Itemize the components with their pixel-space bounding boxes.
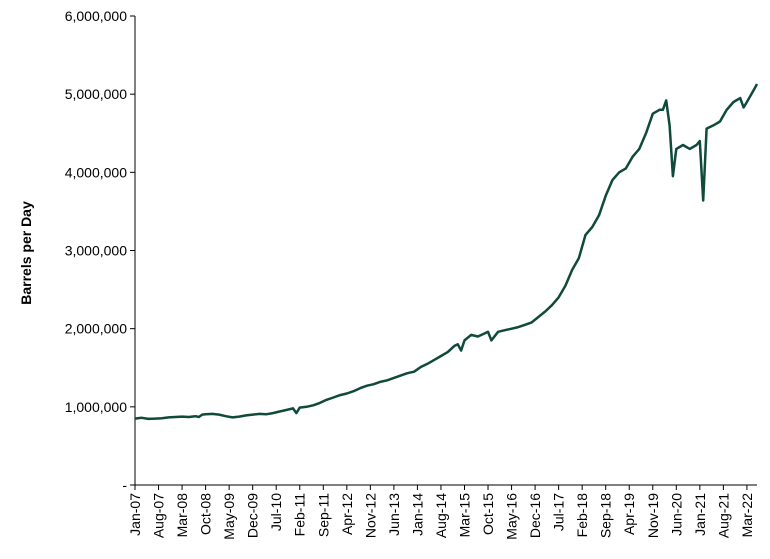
x-tick-label: Jun-20 <box>668 493 684 536</box>
x-tick-label: Sep-18 <box>598 493 614 538</box>
y-tick-label: 5,000,000 <box>65 86 127 102</box>
x-tick-label: Aug-07 <box>151 493 167 538</box>
x-tick-label: Oct-08 <box>198 493 214 535</box>
x-tick-label: Oct-15 <box>480 493 496 535</box>
x-tick-label: Jan-14 <box>409 493 425 536</box>
x-tick-label: Nov-12 <box>362 493 378 538</box>
y-axis-ticks: - 1,000,000 2,000,000 3,000,000 4,000,000 5,0… <box>65 8 135 493</box>
x-tick-label: Mar-15 <box>456 493 472 538</box>
y-tick-label: - <box>122 477 127 493</box>
series-line <box>134 83 759 421</box>
x-tick-label: Mar-08 <box>174 493 190 538</box>
y-axis-title: Barrels per Day <box>18 201 34 305</box>
x-tick-label: Sep-11 <box>315 493 331 537</box>
x-tick-label: Jan-21 <box>692 493 708 536</box>
y-tick-label: 4,000,000 <box>65 164 127 180</box>
x-tick-label: Feb-11 <box>292 493 308 537</box>
x-tick-label: Feb-18 <box>574 493 590 538</box>
x-tick-label: Aug-14 <box>433 493 449 538</box>
x-tick-label: Mar-22 <box>739 493 755 538</box>
x-tick-label: Jul-17 <box>551 493 567 531</box>
y-tick-label: 2,000,000 <box>65 321 127 337</box>
x-tick-label: Aug-21 <box>715 493 731 538</box>
x-axis-ticks: Jan-07 Aug-07 Mar-08 Oct-08 May-09 Dec-09 Jul-… <box>127 485 755 540</box>
x-tick-label: Apr-12 <box>339 493 355 535</box>
x-tick-label: Nov-19 <box>645 493 661 538</box>
x-tick-label: May-16 <box>504 493 520 540</box>
y-tick-label: 1,000,000 <box>65 399 127 415</box>
x-tick-label: Jul-10 <box>268 493 284 531</box>
x-tick-label: Dec-09 <box>245 493 261 538</box>
y-tick-label: 6,000,000 <box>65 8 127 24</box>
y-tick-label: 3,000,000 <box>65 243 127 259</box>
x-tick-label: Dec-16 <box>527 493 543 538</box>
x-tick-label: Jun-13 <box>386 493 402 536</box>
x-tick-label: Apr-19 <box>621 493 637 535</box>
x-tick-label: Jan-07 <box>127 493 143 536</box>
x-tick-label: May-09 <box>221 493 237 540</box>
